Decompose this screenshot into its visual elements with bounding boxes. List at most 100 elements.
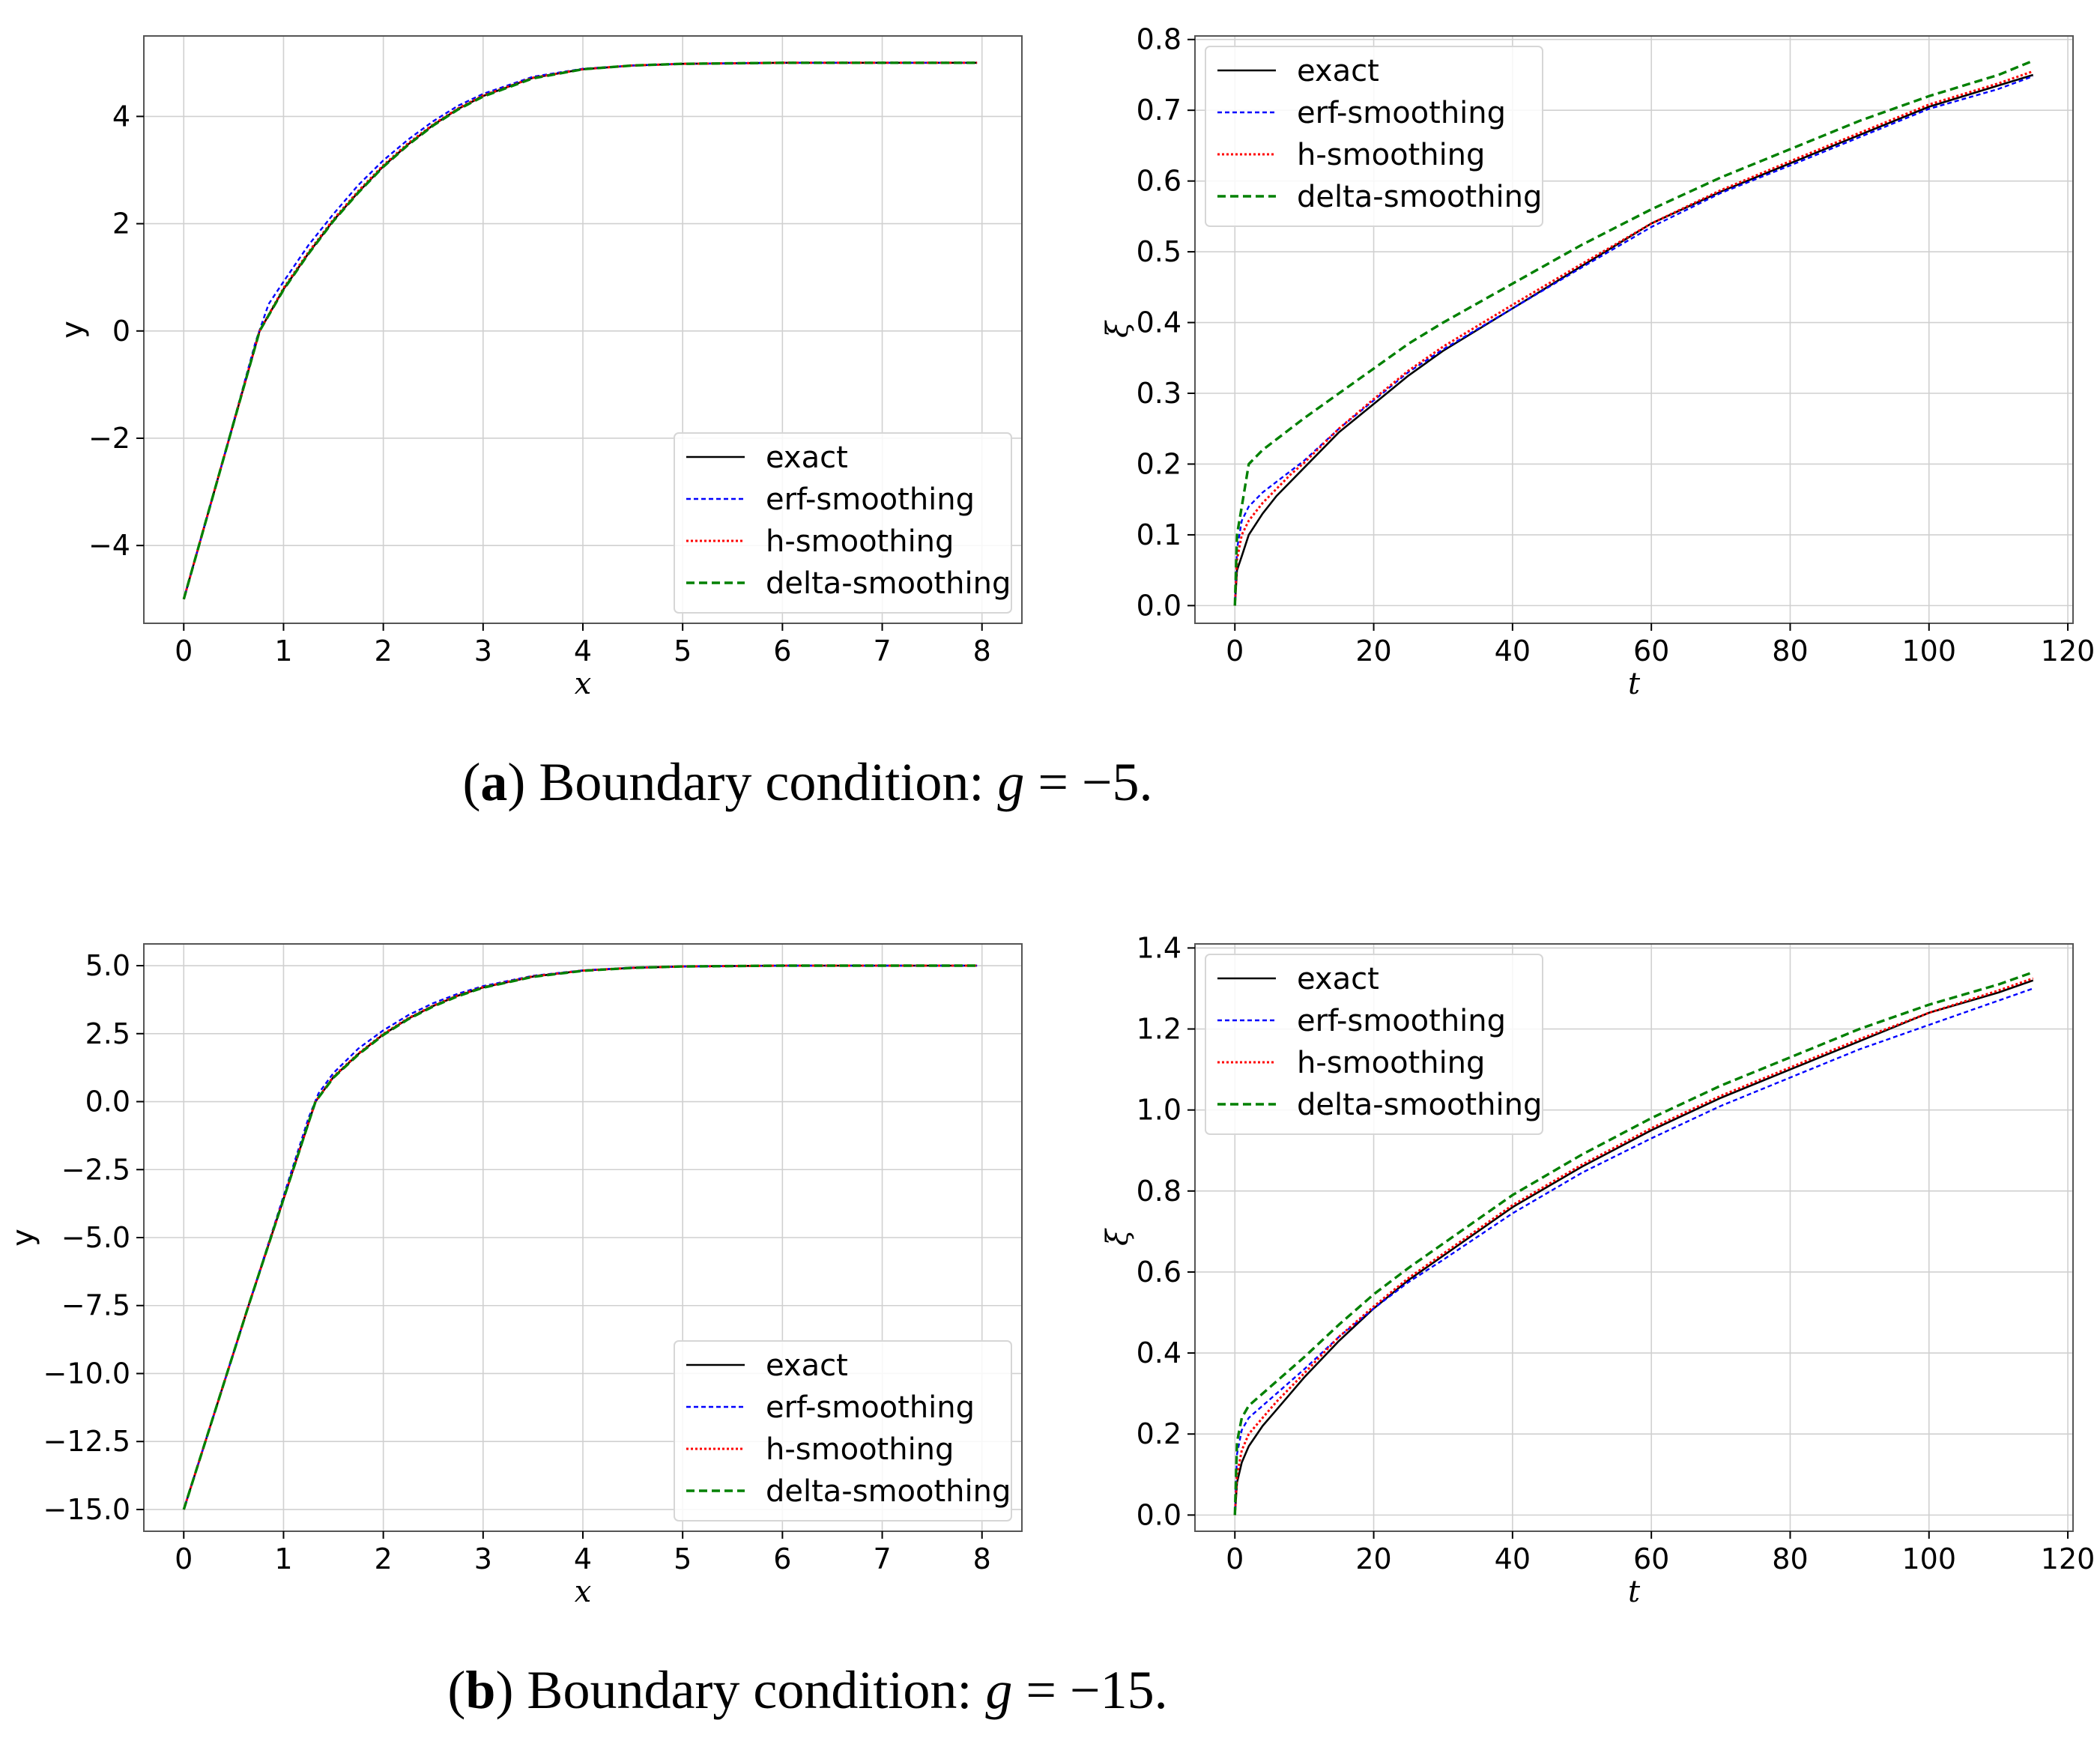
y-tick-label: −5.0 xyxy=(61,1221,130,1254)
legend-box xyxy=(674,432,1012,614)
legend: exact erf-smoothing h-smoothing delta-smoot… xyxy=(674,432,1012,614)
y-tick-label: 0.7 xyxy=(1137,94,1181,127)
series-group xyxy=(182,964,978,1510)
y-tick-label: −2 xyxy=(88,422,130,455)
legend-box xyxy=(674,1340,1012,1522)
x-tick-label: 4 xyxy=(574,635,592,667)
x-tick-label: 4 xyxy=(574,1542,592,1575)
legend-label-erf: erf-smoothing xyxy=(766,482,975,517)
x-tick-label: 60 xyxy=(1633,1542,1669,1575)
legend-label-erf: erf-smoothing xyxy=(1297,1004,1506,1038)
x-tick-label: 6 xyxy=(773,635,791,667)
x-tick-label: 1 xyxy=(274,635,292,667)
x-tick-label: 5 xyxy=(674,635,692,667)
legend-label-h: h-smoothing xyxy=(1297,138,1485,172)
y-tick-label: 1.0 xyxy=(1137,1094,1181,1127)
series-group xyxy=(1233,59,2034,606)
legend-box xyxy=(1205,954,1543,1135)
y-tick-label: 5.0 xyxy=(85,949,130,982)
legend-label-exact: exact xyxy=(766,440,848,475)
x-tick-label: 7 xyxy=(873,635,891,667)
x-tick-label: 0 xyxy=(1226,635,1244,667)
caption-b: (b) Boundary condition: g = −15. xyxy=(447,1660,1167,1720)
series-line-delta xyxy=(182,964,978,1510)
legend-label-exact: exact xyxy=(1297,54,1379,88)
y-tick-label: 0.8 xyxy=(1137,1175,1181,1208)
panel-a-left: 0 1 2 3 4 5 6 7 8−4−2024xyexacterf-smoothingh-sm… xyxy=(55,35,1023,701)
x-tick-label: 120 xyxy=(2041,1542,2096,1575)
x-tick-label: 1 xyxy=(274,1542,292,1575)
x-tick-label: 100 xyxy=(1901,635,1956,667)
y-tick-label: 0 xyxy=(112,315,130,348)
x-tick-label: 7 xyxy=(873,1542,891,1575)
y-tick-label: 2 xyxy=(112,208,130,240)
x-tick-label: 80 xyxy=(1772,635,1808,667)
legend-label-delta: delta-smoothing xyxy=(766,566,1011,601)
y-tick-label: −2.5 xyxy=(61,1153,130,1186)
legend-box xyxy=(1205,46,1543,227)
x-tick-label: 8 xyxy=(973,1542,991,1575)
series-group xyxy=(1233,971,2034,1516)
x-tick-label: 20 xyxy=(1355,635,1391,667)
series-line-h xyxy=(1233,977,2034,1516)
y-tick-label: 0.2 xyxy=(1137,1417,1181,1450)
x-tick-label: 20 xyxy=(1355,1542,1391,1575)
x-tick-label: 5 xyxy=(674,1542,692,1575)
panel-b-right: 0 20 40 60 80 100 120 0.0 0.2 0.4 0.6 0.8 1.0 1.2 1.4 t… xyxy=(1101,931,2095,1609)
legend: exact erf-smoothing h-smoothing delta-smoot… xyxy=(1205,954,1543,1135)
legend-label-delta: delta-smoothing xyxy=(1297,1088,1542,1122)
y-tick-label: −4 xyxy=(88,529,130,562)
series-line-erf xyxy=(183,61,978,600)
legend-label-exact: exact xyxy=(1297,962,1379,996)
x-tick-label: 80 xyxy=(1772,1542,1808,1575)
x-tick-label: 3 xyxy=(474,635,492,667)
y-tick-label: −15.0 xyxy=(43,1493,130,1526)
x-tick-label: 100 xyxy=(1901,1542,1956,1575)
x-tick-label: 2 xyxy=(375,635,393,667)
legend-label-delta: delta-smoothing xyxy=(1297,180,1542,214)
y-tick-label: 0.0 xyxy=(1137,1498,1181,1531)
series-line-delta xyxy=(1233,59,2034,606)
series-line-delta xyxy=(1233,971,2034,1516)
y-axis-title: y xyxy=(55,321,90,339)
y-tick-label: 0.3 xyxy=(1137,377,1181,410)
legend-label-h: h-smoothing xyxy=(766,524,954,559)
x-tick-label: 0 xyxy=(1226,1542,1244,1575)
x-axis-title: t xyxy=(1628,667,1641,701)
legend-label-exact: exact xyxy=(766,1348,848,1383)
y-tick-label: −10.0 xyxy=(43,1357,130,1390)
x-tick-label: 0 xyxy=(175,635,193,667)
panel-b-left: 0 1 2 3 4 5 6 7 8 −15.0 −12.5 −10.0 −7.5 −5.0 −2.5 0.0 2… xyxy=(6,943,1023,1609)
legend-label-h: h-smoothing xyxy=(766,1432,954,1467)
y-tick-label: −12.5 xyxy=(43,1425,130,1458)
legend-label-h: h-smoothing xyxy=(1297,1046,1485,1080)
x-tick-label: 6 xyxy=(773,1542,791,1575)
legend-label-erf: erf-smoothing xyxy=(766,1390,975,1425)
y-tick-label: 1.4 xyxy=(1137,931,1181,964)
y-tick-label: 0.0 xyxy=(85,1086,130,1118)
y-tick-label: −7.5 xyxy=(61,1289,130,1322)
legend-label-delta: delta-smoothing xyxy=(766,1474,1011,1509)
y-tick-label: 0.5 xyxy=(1137,235,1181,268)
y-axis-title: y xyxy=(6,1229,40,1247)
y-tick-label: 0.6 xyxy=(1137,165,1181,198)
series-line-delta xyxy=(182,61,978,600)
series-line-exact xyxy=(1234,979,2034,1516)
x-tick-label: 2 xyxy=(375,1542,393,1575)
x-tick-label: 60 xyxy=(1633,635,1669,667)
y-tick-label: 1.2 xyxy=(1137,1013,1181,1046)
x-tick-label: 40 xyxy=(1495,635,1531,667)
series-group xyxy=(182,61,978,600)
x-axis-title: x xyxy=(575,667,592,701)
series-line-h xyxy=(1233,70,2034,606)
x-tick-label: 0 xyxy=(175,1542,193,1575)
axes-frame xyxy=(1194,35,2074,624)
y-tick-label: 0.4 xyxy=(1137,1336,1181,1369)
caption-a: (a) Boundary condition: g = −5. xyxy=(462,752,1152,812)
series-line-erf xyxy=(1234,987,2034,1516)
y-tick-label: 0.6 xyxy=(1137,1256,1181,1289)
y-axis-title: ξ xyxy=(1101,1228,1135,1246)
y-tick-label: 0.8 xyxy=(1137,23,1181,56)
y-tick-label: 4 xyxy=(112,100,130,133)
